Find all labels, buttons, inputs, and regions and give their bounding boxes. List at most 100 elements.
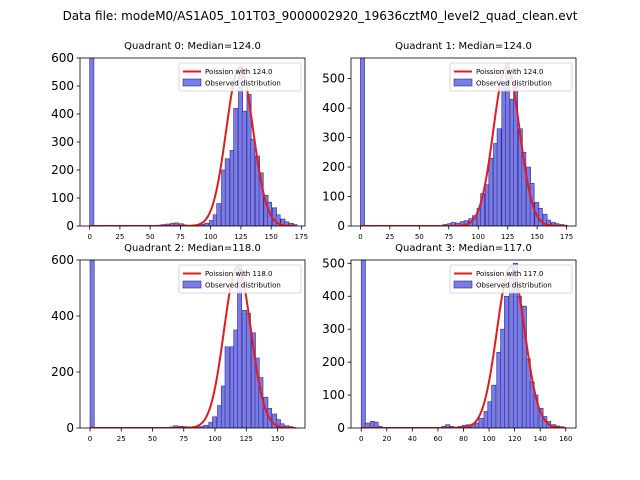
- histogram-bar: [203, 424, 209, 428]
- y-tick-label: 500: [322, 256, 345, 270]
- legend: Poission with 118.0 Observed distribution: [178, 264, 302, 294]
- panel-quadrant-0: Quadrant 0: Median=124.00100200300400500…: [51, 41, 308, 241]
- panel-title: Quadrant 0: Median=124.0: [124, 41, 261, 52]
- y-tick-label: 100: [51, 191, 74, 205]
- x-tick-label: 50: [415, 233, 424, 241]
- y-tick-label: 100: [322, 190, 345, 204]
- axes-frame: [79, 259, 306, 429]
- poisson-fit-line: [361, 265, 566, 428]
- panel-title: Quadrant 1: Median=124.0: [395, 41, 532, 52]
- x-tick-label: 150: [271, 435, 284, 443]
- x-tick-label: 75: [179, 435, 188, 443]
- histogram-bar: [478, 417, 484, 428]
- panels-container: Quadrant 0: Median=124.00100200300400500…: [51, 41, 577, 443]
- legend-hist-swatch: [453, 78, 473, 87]
- y-tick-label: 200: [51, 365, 74, 379]
- y-tick-label: 0: [66, 421, 74, 435]
- panel-quadrant-3: Quadrant 3: Median=117.0 0 100 200 300 400 500…: [322, 243, 577, 443]
- histogram-bar: [89, 58, 95, 226]
- x-tick-label: 75: [176, 233, 185, 241]
- histogram-bar: [258, 172, 264, 226]
- y-tick-label: 600: [51, 253, 74, 267]
- x-tick-label: 40: [408, 435, 417, 443]
- y-tick-label: 400: [51, 107, 74, 121]
- x-tick-label: 0: [87, 233, 91, 241]
- x-tick-label: 100: [208, 435, 221, 443]
- histogram-bar: [360, 260, 366, 428]
- y-tick-label: 400: [51, 309, 74, 323]
- x-tick-label: 150: [264, 233, 277, 241]
- histogram-bar: [275, 214, 281, 226]
- x-tick-label: 50: [148, 435, 157, 443]
- plot-area: [89, 58, 298, 226]
- histogram-bar: [360, 58, 365, 226]
- y-tick-label: 100: [322, 388, 345, 402]
- x-tick-label: 0: [359, 435, 363, 443]
- x-tick-label: 25: [115, 233, 124, 241]
- y-tick-label: 200: [51, 163, 74, 177]
- legend-box: [449, 62, 573, 92]
- x-tick-label: 20: [382, 435, 391, 443]
- y-tick-label: 300: [51, 135, 74, 149]
- legend: Poission with 117.0 Observed distribution: [449, 264, 573, 294]
- x-tick-label: 0: [88, 435, 92, 443]
- x-tick-label: 175: [560, 233, 573, 241]
- histogram-bar: [173, 425, 179, 428]
- histogram-bar: [241, 110, 247, 226]
- histogram-bar: [488, 157, 494, 226]
- y-tick-label: 400: [322, 101, 345, 115]
- histogram-bar: [521, 152, 527, 226]
- panel-title: Quadrant 2: Median=118.0: [124, 243, 261, 254]
- x-tick-label: 60: [433, 435, 442, 443]
- y-tick-label: 300: [322, 131, 345, 145]
- y-tick-label: 200: [322, 160, 345, 174]
- y-tick-label: 0: [337, 219, 345, 233]
- x-tick-label: 100: [204, 233, 217, 241]
- legend-line-label: Poission with 117.0: [476, 270, 544, 278]
- figure-suptitle: Data file: modeM0/AS1A05_101T03_90000029…: [63, 9, 578, 23]
- poisson-fit-line: [360, 65, 567, 226]
- legend-hist-swatch: [182, 280, 202, 289]
- histogram-bar: [496, 128, 502, 226]
- histogram-bar: [245, 312, 251, 428]
- y-tick-label: 600: [51, 51, 74, 65]
- plot-area: [360, 260, 566, 428]
- x-tick-label: 80: [459, 435, 468, 443]
- x-tick-label: 140: [534, 435, 547, 443]
- x-tick-label: 100: [472, 233, 485, 241]
- legend-line-label: Poission with 118.0: [205, 270, 273, 278]
- y-tick-label: 400: [322, 289, 345, 303]
- histogram-bar: [233, 108, 239, 226]
- legend-hist-label: Observed distribution: [205, 80, 281, 88]
- legend-box: [178, 62, 302, 92]
- y-tick-label: 0: [66, 219, 74, 233]
- panel-title: Quadrant 3: Median=117.0: [395, 243, 532, 254]
- histogram-bar: [504, 295, 509, 428]
- y-tick-label: 300: [322, 322, 345, 336]
- histogram-bar: [250, 138, 256, 226]
- histogram-bar: [491, 384, 497, 428]
- histogram-bar: [224, 158, 230, 226]
- histogram-bar: [546, 219, 551, 226]
- histogram-bar: [204, 222, 210, 226]
- y-tick-label: 200: [322, 355, 345, 369]
- x-tick-label: 50: [146, 233, 155, 241]
- legend-hist-swatch: [453, 280, 473, 289]
- x-tick-label: 25: [385, 233, 394, 241]
- histogram-bar: [516, 295, 522, 428]
- y-tick-label: 500: [51, 79, 74, 93]
- legend-box: [449, 264, 573, 294]
- x-tick-label: 0: [358, 233, 362, 241]
- panel-quadrant-1: Quadrant 1: Median=124.00100200300400500…: [322, 41, 577, 241]
- legend: Poission with 124.0 Observed distribution: [449, 62, 573, 92]
- panel-quadrant-2: Quadrant 2: Median=118.0 0 200 400 600 0 25 50 7…: [51, 243, 306, 443]
- x-tick-label: 160: [559, 435, 572, 443]
- histogram-bar: [89, 260, 95, 428]
- histogram-bar: [216, 203, 222, 226]
- legend-line-label: Poission with 124.0: [476, 68, 544, 76]
- x-tick-label: 125: [240, 435, 253, 443]
- axes-frame: [350, 57, 577, 227]
- histogram-bar: [364, 422, 370, 428]
- x-tick-label: 120: [508, 435, 521, 443]
